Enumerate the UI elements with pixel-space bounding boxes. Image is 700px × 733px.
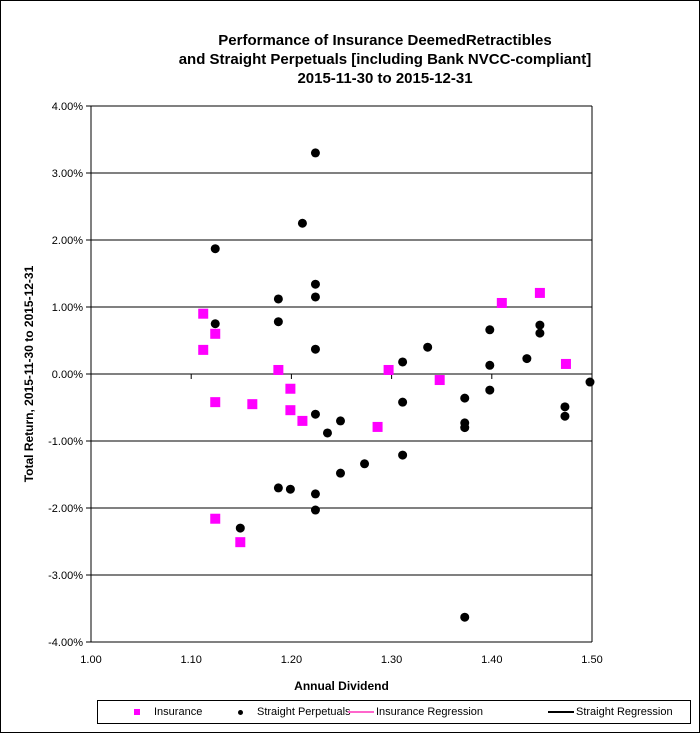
straight-perpetual-point xyxy=(522,354,532,364)
insurance-point xyxy=(383,364,394,375)
straight-perpetual-point xyxy=(310,409,320,419)
legend-insurance: Insurance xyxy=(134,706,202,718)
straight-perpetual-point xyxy=(322,428,332,438)
y-tick-label: 4.00% xyxy=(52,101,83,113)
y-axis-label: Total Return, 2015-11-30 to 2015-12-31 xyxy=(22,265,36,482)
straight-perpetual-point xyxy=(310,489,320,499)
straight-perpetual-point xyxy=(460,612,470,622)
straight-perpetual-point xyxy=(273,317,283,327)
straight-perpetual-point xyxy=(560,402,570,412)
x-tick-label: 1.50 xyxy=(581,654,602,666)
x-tick-label: 1.00 xyxy=(80,654,101,666)
black-line-icon xyxy=(548,711,574,713)
insurance-point xyxy=(534,287,545,298)
insurance-point xyxy=(372,421,383,432)
insurance-point xyxy=(210,328,221,339)
straight-perpetual-point xyxy=(485,360,495,370)
x-axis-label: Annual Dividend xyxy=(294,679,389,693)
straight-perpetual-point xyxy=(335,416,345,426)
insurance-point xyxy=(247,399,258,410)
y-tick-label: -4.00% xyxy=(48,637,83,649)
x-tick-label: 1.30 xyxy=(381,654,402,666)
straight-perpetual-point xyxy=(560,411,570,421)
x-tick-label: 1.20 xyxy=(281,654,302,666)
insurance-point xyxy=(235,537,246,548)
straight-perpetual-point xyxy=(535,328,545,338)
straight-perpetual-point xyxy=(460,423,470,433)
straight-perpetual-point xyxy=(485,325,495,335)
straight-perpetual-point xyxy=(423,342,433,352)
title-line-1: Performance of Insurance DeemedRetractib… xyxy=(218,32,552,49)
title-line-2: and Straight Perpetuals [including Bank … xyxy=(178,51,592,68)
y-tick-label: 3.00% xyxy=(52,168,83,180)
legend-straight-regression: Straight Regression xyxy=(456,706,673,718)
insurance-point xyxy=(496,297,507,308)
straight-perpetual-point xyxy=(398,450,408,460)
legend-straight: Straight Perpetuals xyxy=(238,706,351,718)
straight-perpetual-point xyxy=(360,459,370,469)
straight-perpetual-point xyxy=(273,294,283,304)
insurance-point xyxy=(560,358,571,369)
chart-title: Performance of Insurance DeemedRetractib… xyxy=(0,31,700,88)
straight-perpetual-point xyxy=(235,523,245,533)
insurance-point xyxy=(285,405,296,416)
y-tick-label: 1.00% xyxy=(52,302,83,314)
insurance-point xyxy=(434,375,445,386)
x-tick-label: 1.10 xyxy=(180,654,201,666)
straight-perpetual-point xyxy=(310,279,320,289)
legend-label: Straight Perpetuals xyxy=(257,706,351,718)
y-tick-label: 0.00% xyxy=(52,369,83,381)
legend: Insurance Straight Perpetuals Insurance … xyxy=(97,700,691,724)
straight-perpetual-point xyxy=(310,148,320,158)
straight-perpetual-point xyxy=(210,244,220,254)
y-tick-label: -1.00% xyxy=(48,436,83,448)
y-tick-label: 2.00% xyxy=(52,235,83,247)
straight-perpetual-point xyxy=(285,484,295,494)
x-tick-label: 1.40 xyxy=(481,654,502,666)
straight-perpetual-point xyxy=(335,468,345,478)
straight-perpetual-point xyxy=(273,483,283,493)
legend-label: Straight Regression xyxy=(576,706,673,718)
straight-perpetual-point xyxy=(297,218,307,228)
insurance-point xyxy=(297,415,308,426)
magenta-square-icon xyxy=(134,709,140,715)
straight-perpetual-point xyxy=(460,393,470,403)
straight-perpetual-point xyxy=(398,357,408,367)
insurance-point xyxy=(210,513,221,524)
insurance-point xyxy=(198,344,209,355)
y-tick-label: -3.00% xyxy=(48,570,83,582)
black-dot-icon xyxy=(238,709,243,715)
legend-insurance-regression: Insurance Regression xyxy=(348,706,483,718)
straight-perpetual-point xyxy=(310,292,320,302)
straight-perpetual-point xyxy=(210,319,220,329)
insurance-point xyxy=(273,364,284,375)
title-line-3: 2015-11-30 to 2015-12-31 xyxy=(297,70,473,87)
insurance-point xyxy=(198,308,209,319)
straight-perpetual-point xyxy=(310,344,320,354)
insurance-point xyxy=(210,397,221,408)
straight-perpetual-point xyxy=(485,385,495,395)
straight-perpetual-point xyxy=(585,377,595,387)
legend-label: Insurance xyxy=(154,706,203,718)
insurance-point xyxy=(285,383,296,394)
straight-perpetual-point xyxy=(310,505,320,515)
legend-label: Insurance Regression xyxy=(376,706,484,718)
y-tick-label: -2.00% xyxy=(48,503,83,515)
pink-line-icon xyxy=(348,711,374,713)
straight-perpetual-point xyxy=(535,320,545,330)
straight-perpetual-point xyxy=(398,397,408,407)
